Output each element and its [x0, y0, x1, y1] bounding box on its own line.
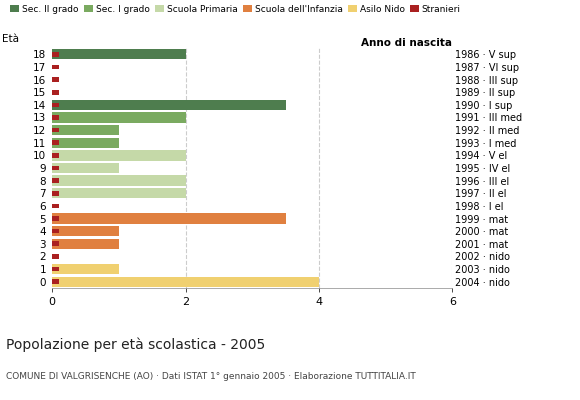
Bar [52, 77, 59, 82]
Bar [52, 229, 59, 234]
Bar [52, 90, 59, 94]
Bar [52, 242, 59, 246]
Text: Età: Età [2, 34, 19, 44]
Bar [52, 204, 59, 208]
Bar [52, 65, 59, 69]
Bar [52, 112, 186, 123]
Bar [52, 100, 286, 110]
Bar [52, 276, 319, 287]
Text: Popolazione per età scolastica - 2005: Popolazione per età scolastica - 2005 [6, 338, 265, 352]
Bar [52, 188, 186, 198]
Bar [52, 115, 59, 120]
Bar [52, 138, 119, 148]
Legend: Sec. II grado, Sec. I grado, Scuola Primaria, Scuola dell'Infanzia, Asilo Nido, : Sec. II grado, Sec. I grado, Scuola Prim… [10, 4, 461, 14]
Bar [52, 140, 59, 145]
Bar [52, 176, 186, 186]
Bar [52, 216, 59, 221]
Bar [52, 52, 59, 57]
Bar [52, 163, 119, 173]
Bar [52, 254, 59, 259]
Bar [52, 267, 59, 271]
Bar [52, 125, 119, 135]
Bar [52, 166, 59, 170]
Bar [52, 153, 59, 158]
Bar [52, 150, 186, 160]
Bar [52, 191, 59, 196]
Bar [52, 213, 286, 224]
Bar [52, 49, 186, 60]
Bar [52, 239, 119, 249]
Text: Anno di nascita: Anno di nascita [361, 38, 452, 48]
Text: COMUNE DI VALGRISENCHE (AO) · Dati ISTAT 1° gennaio 2005 · Elaborazione TUTTITAL: COMUNE DI VALGRISENCHE (AO) · Dati ISTAT… [6, 372, 415, 381]
Bar [52, 226, 119, 236]
Bar [52, 128, 59, 132]
Bar [52, 102, 59, 107]
Bar [52, 178, 59, 183]
Bar [52, 264, 119, 274]
Bar [52, 279, 59, 284]
